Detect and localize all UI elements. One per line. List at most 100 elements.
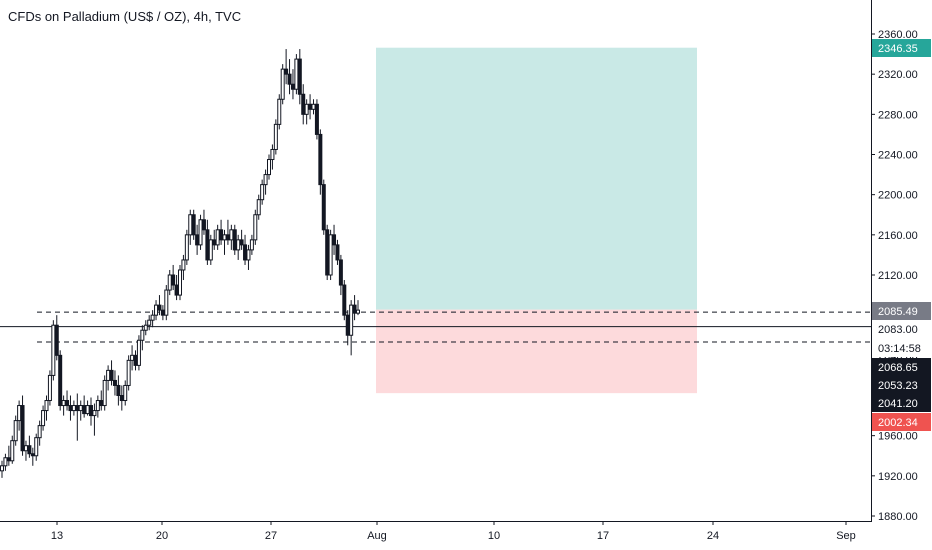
candle — [157, 295, 162, 316]
candle — [301, 84, 306, 125]
candle-body — [92, 410, 97, 417]
candle — [37, 420, 42, 446]
candle — [304, 99, 309, 125]
candle-body — [287, 73, 292, 85]
candle — [109, 360, 114, 386]
candle-body — [308, 103, 313, 110]
candle-body — [212, 239, 217, 246]
candle-body — [119, 395, 124, 402]
candle — [270, 144, 275, 170]
candle — [160, 305, 165, 321]
price-tag-last: 2085.49 — [872, 302, 931, 320]
candle-body — [99, 400, 104, 407]
candle-body — [61, 400, 66, 407]
candle-body — [44, 400, 49, 412]
candle — [89, 397, 93, 426]
candle-body — [232, 229, 237, 251]
candle-body — [68, 405, 73, 412]
candle-body — [270, 148, 275, 161]
candle-body — [246, 249, 251, 261]
price-tag-label: 2083.00 — [878, 324, 918, 336]
candles[interactable] — [0, 49, 360, 478]
candle — [23, 440, 28, 461]
candle-body — [263, 174, 268, 186]
candle-body — [178, 269, 182, 296]
candle-body — [321, 184, 326, 231]
price-tag-label: 2068.65 — [878, 362, 918, 374]
candle-body — [219, 229, 224, 241]
candle — [335, 239, 340, 265]
xtick-label: 17 — [597, 530, 609, 542]
candle — [178, 264, 182, 301]
candle — [71, 400, 76, 416]
price-tag-dark: 2053.23 — [872, 376, 931, 394]
candle-body — [109, 369, 114, 381]
candle-body — [352, 304, 357, 314]
price-tag-bg — [872, 339, 931, 357]
candle — [236, 234, 241, 260]
candle — [263, 169, 268, 195]
price-axis[interactable]: 1880.001920.001960.002000.002040.002080.… — [871, 0, 918, 523]
candle — [133, 350, 138, 371]
candle-body — [191, 214, 196, 236]
candle — [116, 375, 121, 406]
candle — [106, 365, 111, 391]
xtick-label: 27 — [265, 530, 277, 542]
candle — [99, 390, 104, 411]
candle — [82, 395, 87, 418]
candle-body — [328, 234, 333, 276]
candle — [126, 355, 131, 391]
candle-body — [205, 229, 210, 261]
candle-body — [304, 103, 309, 115]
candle-body — [143, 324, 148, 331]
candle-body — [243, 244, 248, 261]
candle-body — [253, 214, 258, 241]
price-tags: 2346.35 2085.49 2083.00 03:14:58 2068.65 2053… — [872, 39, 931, 431]
candle-body — [225, 234, 230, 241]
candle-body — [174, 284, 179, 296]
price-tag-stop: 2002.34 — [872, 413, 931, 431]
candle — [6, 445, 11, 466]
candle-body — [314, 103, 319, 135]
candle-body — [34, 437, 39, 457]
candle — [102, 375, 107, 411]
candle-body — [277, 98, 282, 125]
price-tag-label: 2041.20 — [878, 398, 918, 410]
candle-body — [0, 465, 4, 472]
candle — [253, 209, 258, 245]
candle — [225, 219, 230, 245]
candle-body — [30, 453, 35, 457]
candle-body — [249, 239, 254, 251]
price-tag-label: 2346.35 — [878, 43, 918, 55]
candle-body — [102, 379, 107, 407]
position-zones[interactable] — [376, 47, 697, 394]
candle-body — [171, 274, 176, 286]
candle-body — [181, 259, 186, 271]
candle-body — [280, 68, 285, 100]
candle-body — [332, 234, 337, 246]
candle-body — [13, 420, 18, 442]
ytick-label: 1920.00 — [878, 471, 918, 483]
candle-body — [325, 229, 330, 276]
candle — [10, 435, 15, 464]
candle-body — [239, 239, 244, 246]
candle-body — [338, 259, 343, 286]
candle — [188, 209, 193, 245]
candle — [297, 49, 302, 105]
candle-body — [184, 234, 189, 261]
ytick-label: 2160.00 — [878, 230, 918, 242]
price-tag-plain: 2083.00 — [872, 320, 931, 338]
candle-body — [130, 354, 135, 361]
candle-body — [112, 379, 117, 386]
candle — [0, 460, 4, 478]
candle-body — [154, 304, 159, 316]
candle-body — [27, 445, 32, 455]
candle-body — [23, 445, 28, 452]
time-axis[interactable]: 13 20 27 Aug 10 17 24 Sep — [0, 521, 872, 542]
candle-body — [201, 219, 206, 231]
candle-body — [160, 309, 165, 316]
candle — [294, 54, 299, 95]
candle — [229, 224, 234, 250]
candle — [34, 433, 39, 461]
